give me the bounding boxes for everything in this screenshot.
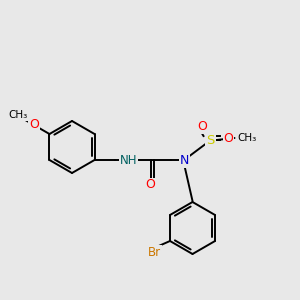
Text: O: O bbox=[198, 119, 208, 133]
Text: O: O bbox=[146, 178, 155, 191]
Text: CH₃: CH₃ bbox=[9, 110, 28, 120]
Text: CH₃: CH₃ bbox=[237, 133, 256, 143]
Text: S: S bbox=[206, 134, 215, 146]
Text: Br: Br bbox=[148, 245, 161, 259]
Text: NH: NH bbox=[120, 154, 137, 166]
Text: N: N bbox=[180, 154, 189, 166]
Text: O: O bbox=[29, 118, 39, 131]
Text: O: O bbox=[224, 131, 233, 145]
